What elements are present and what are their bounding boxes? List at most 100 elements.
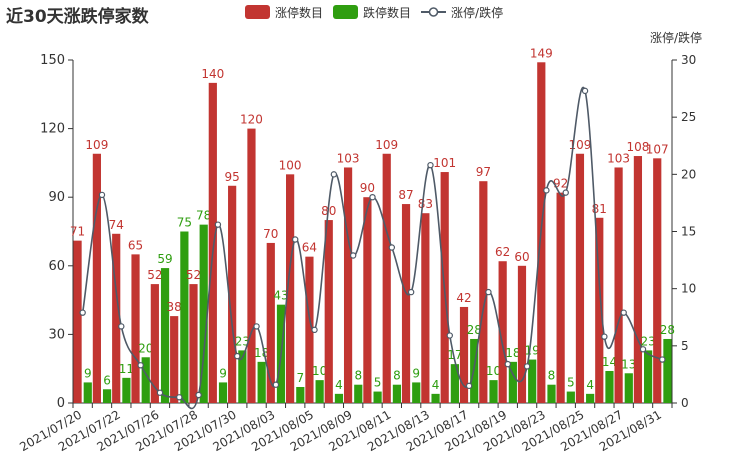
bar-down: [141, 357, 150, 403]
bar-down-label: 4: [586, 378, 594, 392]
bar-up-label: 52: [147, 268, 162, 282]
bar-down-label: 23: [235, 334, 250, 348]
bar-up-label: 149: [530, 46, 553, 60]
bar-down: [83, 382, 92, 403]
y-left-tick-label: 0: [57, 396, 65, 411]
ratio-point: [292, 236, 299, 243]
bar-down: [218, 382, 228, 403]
bar-up: [131, 254, 140, 403]
y-left-tick-label: 150: [40, 53, 65, 68]
bar-down: [122, 377, 131, 403]
bar-down-label: 18: [505, 346, 520, 360]
ratio-point: [118, 323, 125, 330]
bar-down: [586, 393, 595, 403]
bar-up-label: 71: [70, 225, 85, 239]
legend-line-ratio: [421, 7, 447, 17]
bar-down: [508, 361, 517, 403]
legend-item-up[interactable]: 涨停数目: [245, 4, 323, 21]
y-right-tick-label: 20: [681, 167, 696, 181]
bar-down-label: 28: [467, 323, 482, 337]
ratio-point: [446, 332, 453, 339]
bar-up-label: 109: [85, 138, 108, 152]
bar-up-label: 103: [337, 151, 360, 165]
legend-item-down[interactable]: 跌停数目: [333, 4, 411, 21]
ratio-point: [465, 382, 473, 390]
ratio-point: [485, 288, 492, 296]
bar-up-label: 100: [279, 158, 302, 172]
bar-down: [450, 364, 459, 403]
chart-title: 近30天涨跌停家数: [6, 7, 149, 27]
bar-up-label: 103: [607, 151, 630, 165]
bar-down-label: 23: [640, 334, 655, 348]
bar-down: [470, 338, 479, 403]
ratio-point: [639, 346, 647, 353]
ratio-point: [137, 362, 144, 369]
legend-label-up: 涨停数目: [275, 5, 324, 20]
bar-down-label: 4: [432, 378, 440, 392]
bar-up-label: 83: [418, 197, 433, 211]
bar-up: [575, 153, 585, 403]
legend-swatch-down: [333, 5, 359, 19]
bar-up: [247, 128, 256, 403]
y-left-tick-label: 120: [40, 122, 65, 137]
bar-down: [624, 373, 633, 403]
bar-up-label: 120: [240, 113, 263, 127]
bar-down-label: 9: [84, 366, 92, 380]
bar-down-label: 17: [447, 348, 462, 362]
bar-down: [605, 370, 614, 403]
bar-up: [382, 153, 391, 403]
bar-down-label: 9: [412, 366, 420, 380]
bar-down-label: 43: [273, 289, 288, 303]
ratio-point: [253, 323, 260, 330]
bar-up: [653, 158, 662, 403]
bar-down-label: 13: [621, 357, 636, 371]
bar-down: [392, 384, 402, 403]
legend-label-down: 跌停数目: [363, 5, 412, 20]
ratio-point: [562, 189, 569, 196]
ratio-point: [407, 288, 415, 296]
bar-down-label: 59: [157, 252, 172, 266]
ratio-point: [601, 333, 608, 340]
bar-down-label: 5: [374, 376, 382, 390]
bar-down-label: 9: [219, 366, 227, 380]
y-right-tick-label: 25: [681, 110, 696, 124]
bar-up-label: 42: [456, 291, 471, 305]
bar-up: [498, 261, 507, 403]
ratio-point: [311, 326, 318, 334]
bar-up-label: 87: [398, 188, 413, 202]
bar-up: [324, 220, 333, 403]
bar-up: [459, 306, 469, 403]
bar-down: [180, 231, 189, 403]
ratio-point: [581, 87, 589, 95]
bar-down-label: 78: [196, 209, 211, 223]
legend-item-ratio[interactable]: 涨停/跌停: [421, 4, 503, 21]
bar-down-label: 4: [335, 378, 343, 392]
legend: 涨停数目 跌停数目 涨停/跌停: [245, 3, 513, 21]
ratio-point: [176, 394, 183, 401]
bar-up: [614, 167, 623, 403]
bar-down: [257, 361, 266, 403]
bar-down-label: 6: [103, 373, 111, 387]
ratio-point: [79, 309, 86, 316]
bar-down: [663, 338, 672, 403]
bar-down: [296, 386, 305, 403]
bar-down: [566, 391, 575, 403]
ratio-point: [543, 187, 550, 194]
bar-up: [479, 181, 488, 403]
bar-down-label: 11: [119, 362, 134, 376]
bar-up: [633, 156, 643, 403]
bar-down: [102, 389, 112, 403]
bar-down-label: 7: [296, 371, 304, 385]
bar-down: [373, 391, 382, 403]
y-left-tick-label: 30: [48, 327, 65, 342]
bar-up: [517, 265, 527, 403]
y-right-tick-label: 30: [681, 53, 696, 67]
bar-up-label: 74: [109, 218, 124, 232]
bar-up: [595, 217, 604, 403]
legend-swatch-up: [245, 5, 270, 19]
bar-down-label: 8: [393, 369, 401, 383]
bar-down: [489, 380, 498, 403]
y-right-tick-label: 10: [681, 282, 696, 296]
ratio-point: [214, 221, 222, 228]
bar-up-label: 60: [514, 250, 529, 264]
